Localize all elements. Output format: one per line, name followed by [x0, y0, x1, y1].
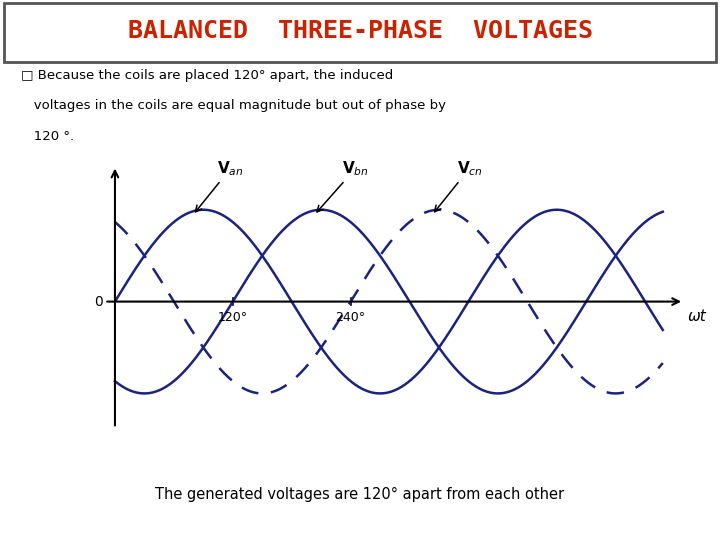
Text: 240°: 240° [336, 311, 366, 324]
Text: 120°: 120° [217, 311, 248, 324]
Text: $\mathbf{V}_{bn}$: $\mathbf{V}_{bn}$ [317, 159, 369, 212]
Text: $\mathbf{V}_{an}$: $\mathbf{V}_{an}$ [196, 159, 244, 212]
Text: $\mathbf{V}_{cn}$: $\mathbf{V}_{cn}$ [435, 159, 482, 212]
FancyBboxPatch shape [4, 3, 716, 62]
Text: ωt: ωt [688, 309, 706, 324]
Text: BALANCED  THREE-PHASE  VOLTAGES: BALANCED THREE-PHASE VOLTAGES [127, 19, 593, 43]
Text: □ Because the coils are placed 120° apart, the induced: □ Because the coils are placed 120° apar… [22, 69, 394, 82]
Text: 120 °.: 120 °. [22, 130, 75, 143]
Text: 0: 0 [94, 295, 102, 308]
Text: voltages in the coils are equal magnitude but out of phase by: voltages in the coils are equal magnitud… [22, 99, 446, 112]
Text: The generated voltages are 120° apart from each other: The generated voltages are 120° apart fr… [156, 487, 564, 502]
